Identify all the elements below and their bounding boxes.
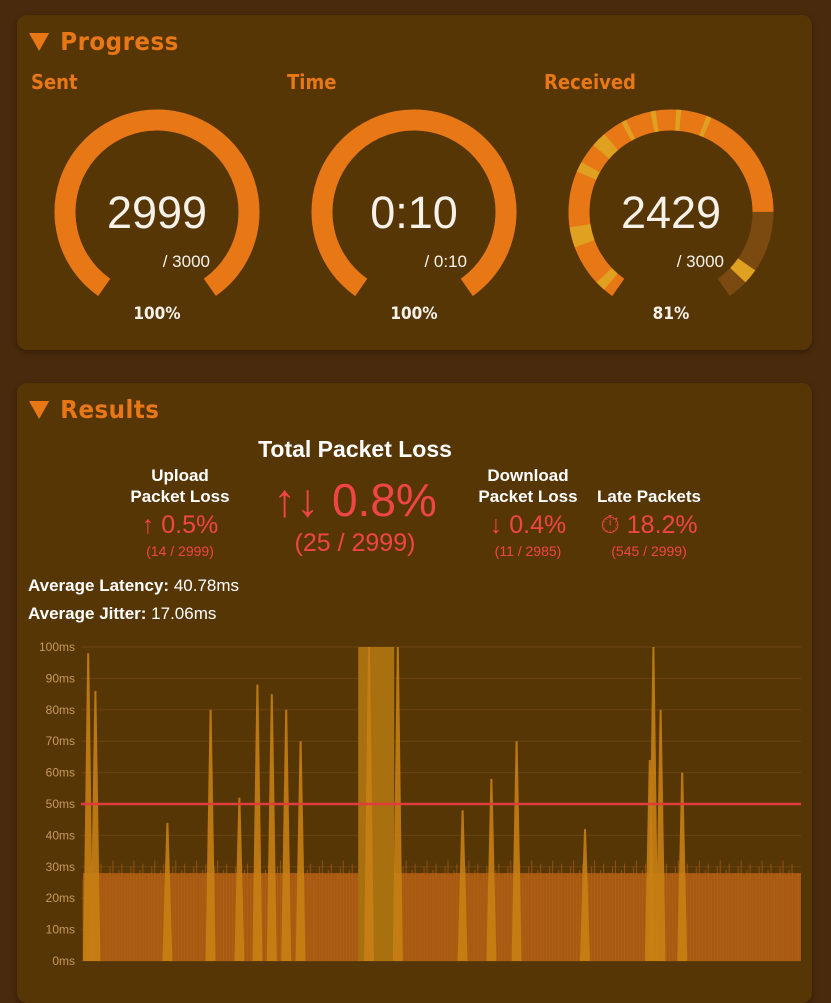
received-percent: 81% xyxy=(577,304,766,324)
latency-spike xyxy=(90,691,100,961)
received-label: Received xyxy=(544,70,636,94)
collapse-triangle-icon xyxy=(29,401,49,419)
received-total: / 3000 xyxy=(677,252,724,272)
y-tick-label: 0ms xyxy=(52,954,75,968)
time-percent: 100% xyxy=(320,304,509,324)
latency-spike xyxy=(512,741,522,961)
gauge-late-stripe xyxy=(653,121,658,122)
y-tick-label: 50ms xyxy=(46,797,75,811)
y-tick-label: 100ms xyxy=(39,641,75,654)
received-count: 2429 xyxy=(566,187,776,239)
y-tick-label: 20ms xyxy=(46,891,75,905)
time-label: Time xyxy=(287,70,336,94)
average-latency-label: Average Latency: xyxy=(28,576,169,595)
gauge-late-stripe xyxy=(601,142,611,152)
results-panel: Results Total Packet Loss ↑↓ 0.8% (25 / … xyxy=(17,383,812,1003)
latency-spike xyxy=(486,779,496,961)
late-packets-title: Late Packets xyxy=(584,486,714,507)
time-gauge: 0:10 / 0:10 100% xyxy=(309,107,519,317)
download-packet-loss-title: Download Packet Loss xyxy=(463,465,593,507)
gauge-late-stripe xyxy=(626,129,630,131)
total-packet-loss-title: Total Packet Loss xyxy=(245,439,465,460)
progress-section-toggle[interactable]: Progress xyxy=(29,27,179,56)
latency-chart: 0ms 10ms 20ms 30ms 40ms 50ms 60ms 70ms 80ms 90ms 1… xyxy=(27,641,802,971)
y-tick-label: 70ms xyxy=(46,734,75,748)
received-gauge: 2429 / 3000 81% xyxy=(566,107,776,317)
gauge-late-stripe xyxy=(738,264,747,275)
average-jitter: Average Jitter: 17.06ms xyxy=(28,604,216,624)
sent-percent: 100% xyxy=(63,304,252,324)
total-packet-loss-value: ↑↓ 0.8% xyxy=(245,473,465,527)
late-packets-value: ⏱ 18.2% xyxy=(584,511,714,540)
sent-total: / 3000 xyxy=(163,252,210,272)
average-jitter-label: Average Jitter: xyxy=(28,604,146,623)
results-title: Results xyxy=(60,395,159,424)
latency-spike xyxy=(296,741,306,961)
average-latency-value: 40.78ms xyxy=(174,576,239,595)
y-tick-label: 30ms xyxy=(46,860,75,874)
upload-packet-loss-title: Upload Packet Loss xyxy=(115,465,245,507)
gauge-late-stripe xyxy=(703,126,707,128)
upload-packet-loss-value: ↑ 0.5% xyxy=(115,511,245,540)
upload-title-line1: Upload xyxy=(115,465,245,486)
average-latency: Average Latency: 40.78ms xyxy=(28,576,239,596)
download-title-line2: Packet Loss xyxy=(463,486,593,507)
results-section-toggle[interactable]: Results xyxy=(29,395,159,424)
time-total: / 0:10 xyxy=(424,252,467,272)
download-packet-loss-value: ↓ 0.4% xyxy=(463,511,593,540)
gauge-late-stripe xyxy=(587,167,591,175)
y-tick-label: 40ms xyxy=(46,828,75,842)
y-tick-label: 90ms xyxy=(46,671,75,685)
download-packet-loss-count: (11 / 2985) xyxy=(463,543,593,559)
progress-panel: Progress Sent Time Received 2999 / 3000 … xyxy=(17,15,812,350)
late-packets-count: (545 / 2999) xyxy=(584,543,714,559)
upload-packet-loss-count: (14 / 2999) xyxy=(115,543,245,559)
y-tick-label: 80ms xyxy=(46,703,75,717)
average-jitter-value: 17.06ms xyxy=(151,604,216,623)
upload-title-line2: Packet Loss xyxy=(115,486,245,507)
progress-title: Progress xyxy=(60,27,178,56)
sent-label: Sent xyxy=(31,70,78,94)
sent-gauge: 2999 / 3000 100% xyxy=(52,107,262,317)
y-tick-label: 60ms xyxy=(46,766,75,780)
total-packet-loss-count: (25 / 2999) xyxy=(245,529,465,558)
download-title-line1: Download xyxy=(463,465,593,486)
time-elapsed: 0:10 xyxy=(309,187,519,239)
sent-count: 2999 xyxy=(52,187,262,239)
latency-spike xyxy=(252,685,262,961)
y-tick-label: 10ms xyxy=(46,923,75,937)
latency-spike xyxy=(267,694,277,961)
collapse-triangle-icon xyxy=(29,33,49,51)
gauge-late-stripe xyxy=(604,275,611,281)
